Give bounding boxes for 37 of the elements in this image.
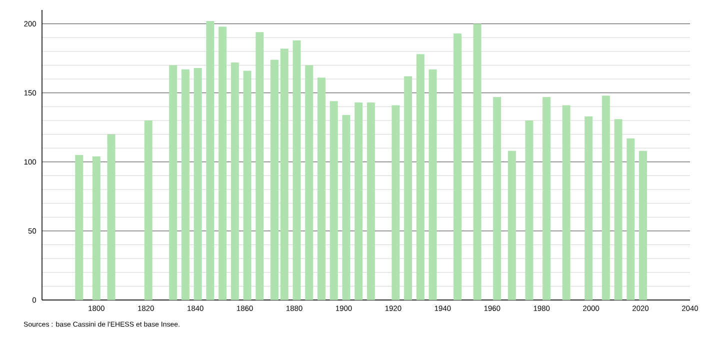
bar	[330, 101, 338, 300]
bar	[614, 119, 622, 300]
bar	[305, 65, 314, 300]
bar	[292, 40, 301, 300]
bar	[366, 102, 375, 300]
bar	[508, 150, 516, 300]
bar	[473, 24, 482, 300]
bar	[243, 70, 252, 300]
bar	[194, 68, 202, 300]
bar	[525, 120, 534, 300]
bar	[542, 96, 551, 300]
bar	[354, 102, 363, 300]
bar	[218, 26, 227, 300]
bar	[230, 62, 239, 300]
bar	[493, 96, 502, 300]
bar	[392, 105, 400, 300]
bar	[256, 32, 264, 300]
bar	[428, 69, 437, 300]
bar	[584, 116, 593, 300]
bar	[342, 114, 350, 300]
bar	[107, 134, 116, 300]
bar	[144, 120, 152, 300]
bar	[75, 154, 84, 300]
bar	[169, 65, 178, 300]
bar	[602, 96, 610, 300]
bar	[181, 69, 190, 300]
bar	[416, 54, 424, 300]
bar	[92, 156, 100, 300]
bar	[206, 21, 214, 300]
bar	[626, 138, 635, 300]
bar	[270, 60, 278, 300]
bar	[454, 33, 462, 300]
bar	[317, 78, 326, 300]
bar	[404, 76, 412, 300]
bar	[562, 105, 570, 300]
bar	[639, 150, 647, 300]
bar	[280, 48, 288, 300]
